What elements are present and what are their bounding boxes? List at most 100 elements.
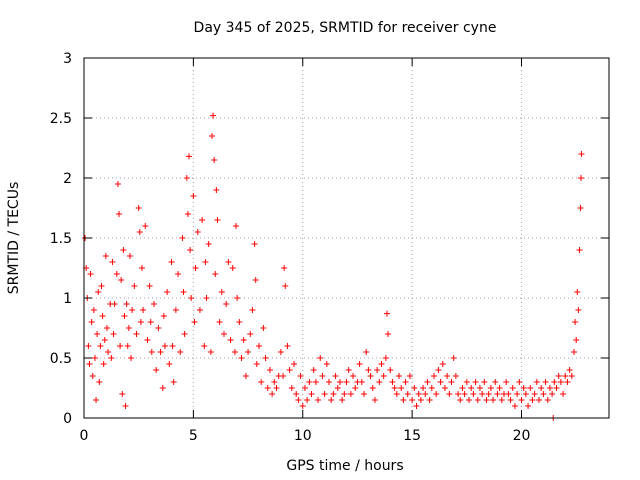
data-point xyxy=(332,373,339,379)
data-point xyxy=(304,397,311,403)
data-point xyxy=(100,361,107,367)
data-point xyxy=(147,319,154,325)
data-point xyxy=(216,319,223,325)
data-point xyxy=(573,337,580,343)
data-point xyxy=(240,337,247,343)
data-point xyxy=(221,331,227,337)
data-point xyxy=(428,385,435,391)
data-point xyxy=(536,397,542,403)
data-point xyxy=(166,361,173,367)
data-point xyxy=(181,331,188,337)
data-point xyxy=(140,307,147,313)
data-point xyxy=(180,289,187,295)
data-point xyxy=(186,153,192,160)
data-point xyxy=(253,361,260,367)
data-point xyxy=(184,211,191,217)
data-point xyxy=(111,301,118,307)
data-point xyxy=(533,379,540,385)
data-point xyxy=(233,223,240,229)
data-point xyxy=(365,367,372,373)
data-point xyxy=(527,385,534,391)
data-point xyxy=(194,229,201,235)
data-point xyxy=(85,343,92,349)
data-point xyxy=(205,241,212,247)
data-point xyxy=(310,367,317,373)
data-point xyxy=(153,367,160,373)
chart-title: Day 345 of 2025, SRMTID for receiver cyn… xyxy=(194,20,497,36)
data-point xyxy=(345,367,352,373)
grid-lines xyxy=(84,58,609,418)
data-point xyxy=(293,391,300,397)
data-point xyxy=(376,379,383,385)
x-tick-label: 10 xyxy=(294,428,312,444)
data-point xyxy=(151,301,157,307)
data-point xyxy=(441,385,448,391)
data-point xyxy=(214,217,221,223)
data-point xyxy=(170,379,177,385)
data-points xyxy=(82,112,585,421)
data-point xyxy=(91,355,98,361)
data-point xyxy=(356,361,363,367)
data-point xyxy=(374,367,381,373)
data-point xyxy=(161,343,168,349)
data-point xyxy=(188,295,195,301)
data-point xyxy=(490,397,497,403)
data-point xyxy=(492,379,499,385)
data-point xyxy=(393,391,400,397)
data-point xyxy=(317,355,324,361)
y-tick-label: 3 xyxy=(63,51,72,67)
data-point xyxy=(105,349,112,355)
data-point xyxy=(245,349,252,355)
data-point xyxy=(93,397,100,403)
data-point xyxy=(129,307,136,313)
data-point xyxy=(546,385,553,391)
x-tick-label: 20 xyxy=(513,428,531,444)
data-point xyxy=(446,391,453,397)
data-point xyxy=(560,391,567,397)
data-point xyxy=(514,391,521,397)
data-point xyxy=(544,397,551,403)
data-point xyxy=(295,397,302,403)
data-point xyxy=(218,289,225,295)
data-point xyxy=(363,349,370,355)
data-point xyxy=(231,349,238,355)
data-point xyxy=(269,391,276,397)
data-point xyxy=(133,331,140,337)
data-point xyxy=(378,361,385,367)
data-point xyxy=(468,385,475,391)
data-point xyxy=(371,397,378,403)
data-point xyxy=(251,241,258,247)
data-point xyxy=(116,211,122,217)
data-point xyxy=(271,379,278,385)
data-point xyxy=(191,319,198,325)
data-point xyxy=(208,133,215,139)
data-point xyxy=(137,319,144,325)
data-point xyxy=(135,205,142,211)
data-point xyxy=(383,310,390,317)
y-tick-label: 1.5 xyxy=(50,231,72,247)
data-point xyxy=(262,355,269,361)
data-point xyxy=(242,373,249,379)
data-point xyxy=(518,397,525,403)
data-point xyxy=(404,391,411,397)
data-point xyxy=(122,403,129,409)
data-point xyxy=(258,379,265,385)
data-point xyxy=(466,397,472,403)
data-point xyxy=(435,367,442,373)
x-tick-label: 5 xyxy=(189,428,198,444)
data-point xyxy=(336,379,343,385)
data-point xyxy=(422,391,429,397)
data-point xyxy=(229,265,236,271)
data-point xyxy=(352,385,359,391)
data-point xyxy=(256,343,262,349)
data-point xyxy=(101,337,108,343)
data-point xyxy=(549,391,556,397)
data-point xyxy=(190,193,197,199)
data-point xyxy=(457,397,464,403)
data-point xyxy=(87,271,94,277)
data-point xyxy=(306,379,313,385)
data-point xyxy=(479,391,486,397)
data-point xyxy=(574,289,581,295)
data-point xyxy=(540,391,547,397)
data-point xyxy=(339,397,346,403)
